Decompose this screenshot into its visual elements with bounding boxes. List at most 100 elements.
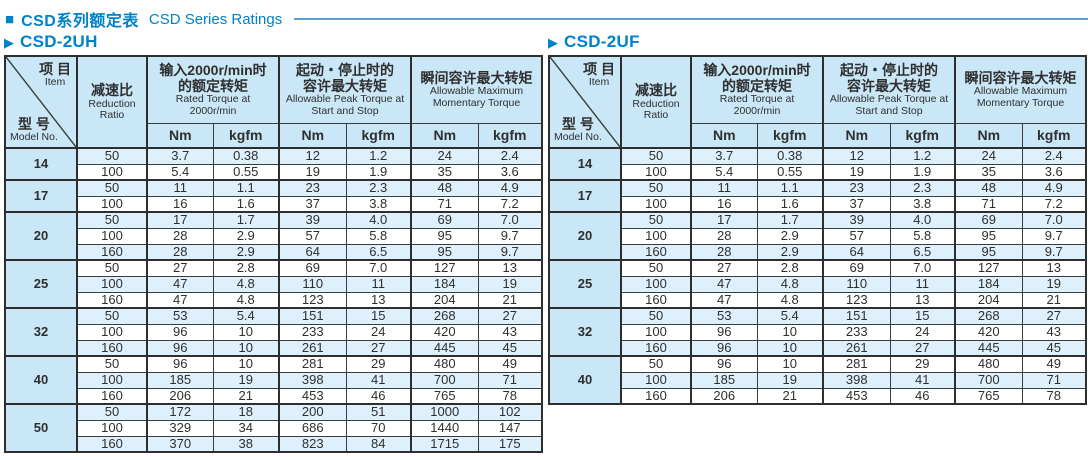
header-rated-cn: 输入2000r/min时 的额定转矩 — [159, 62, 267, 95]
unit-nm-peak: Nm — [822, 122, 891, 149]
torque-value-cell: 1.9 — [889, 163, 956, 181]
table-row: 100 16 1.6 37 3.8 71 7.2 — [5, 195, 543, 213]
torque-value-cell: 123 — [278, 291, 347, 309]
reduction-ratio-cell: 160 — [76, 291, 148, 309]
torque-value-cell: 37 — [822, 195, 891, 213]
torque-value-cell: 480 — [954, 355, 1023, 373]
torque-value-cell: 69 — [954, 211, 1023, 229]
torque-value-cell: 172 — [146, 403, 214, 421]
torque-value-cell: 29 — [889, 355, 956, 373]
reduction-ratio-cell: 100 — [76, 323, 148, 341]
header-peak-en: Allowable Peak Torque at Start and Stop — [285, 93, 405, 117]
torque-value-cell: 16 — [146, 195, 214, 213]
torque-value-cell: 3.6 — [477, 163, 543, 181]
header-item-en: Item — [588, 76, 610, 89]
torque-value-cell: 24 — [954, 147, 1023, 165]
header-momentary-cn: 瞬间容许最大转矩 — [420, 70, 533, 87]
torque-value-cell: 48 — [954, 179, 1023, 197]
torque-value-cell: 0.38 — [756, 147, 824, 165]
torque-value-cell: 184 — [954, 275, 1023, 293]
torque-value-cell: 1.6 — [756, 195, 824, 213]
header-momentary-en: Allowable Maximum Momentary Torque — [429, 85, 524, 109]
table-row: 100 185 19 398 41 700 71 — [5, 371, 543, 389]
torque-value-cell: 185 — [690, 371, 758, 389]
torque-value-cell: 34 — [212, 419, 280, 437]
torque-value-cell: 57 — [278, 227, 347, 245]
reduction-ratio-cell: 50 — [620, 179, 692, 197]
torque-value-cell: 21 — [756, 387, 824, 405]
torque-value-cell: 71 — [1021, 371, 1087, 389]
reduction-ratio-cell: 100 — [620, 163, 692, 181]
torque-value-cell: 3.7 — [690, 147, 758, 165]
torque-value-cell: 110 — [278, 275, 347, 293]
table-row: 100 185 19 398 41 700 71 — [549, 371, 1087, 389]
torque-value-cell: 24 — [345, 323, 412, 341]
torque-value-cell: 1.7 — [756, 211, 824, 229]
table-row: 40 50 96 10 281 29 480 49 — [4, 355, 543, 405]
ratings-section-csd-2uf: ▶ CSD-2UF 项 目 Item — [548, 32, 1087, 405]
reduction-ratio-cell: 160 — [620, 291, 692, 309]
torque-value-cell: 95 — [410, 243, 479, 261]
header-rated-en: Rated Torque at 2000r/min — [719, 93, 795, 117]
table-row: 100 96 10 233 24 420 43 — [549, 323, 1087, 341]
torque-value-cell: 7.0 — [1021, 211, 1087, 229]
torque-value-cell: 13 — [345, 291, 412, 309]
arrow-right-icon: ▶ — [548, 34, 558, 50]
torque-value-cell: 2.9 — [756, 227, 824, 245]
reduction-ratio-cell: 100 — [76, 163, 148, 181]
torque-value-cell: 6.5 — [345, 243, 412, 261]
corner-item-model-cell: 项 目 Item 型 号 Model No. — [548, 55, 622, 149]
torque-value-cell: 102 — [477, 403, 543, 421]
model-number-cell: 20 — [548, 211, 622, 261]
table-row: 100 16 1.6 37 3.8 71 7.2 — [549, 195, 1087, 213]
unit-kgfm-momentary: kgfm — [477, 122, 543, 149]
reduction-ratio-cell: 50 — [76, 147, 148, 165]
torque-value-cell: 27 — [146, 259, 214, 277]
torque-value-cell: 2.9 — [212, 243, 280, 261]
ratings-table-csd-2uf: 项 目 Item 型 号 Model No. 减速比 Reduction Rat… — [548, 55, 1087, 405]
reduction-ratio-cell: 100 — [620, 323, 692, 341]
torque-value-cell: 45 — [477, 339, 543, 357]
torque-value-cell: 64 — [822, 243, 891, 261]
torque-value-cell: 1715 — [410, 435, 479, 453]
torque-value-cell: 4.8 — [212, 275, 280, 293]
torque-value-cell: 15 — [889, 307, 956, 325]
table-row: 14 50 3.7 0.38 12 1.2 24 2.4 — [4, 147, 543, 181]
table-row: 32 50 53 5.4 151 15 268 27 — [548, 307, 1087, 357]
torque-value-cell: 2.9 — [212, 227, 280, 245]
torque-value-cell: 10 — [212, 355, 280, 373]
torque-value-cell: 185 — [146, 371, 214, 389]
torque-value-cell: 110 — [822, 275, 891, 293]
torque-value-cell: 2.3 — [345, 179, 412, 197]
header-item-en: Item — [44, 76, 66, 89]
torque-value-cell: 184 — [410, 275, 479, 293]
torque-value-cell: 5.8 — [889, 227, 956, 245]
header-momentary-torque: 瞬间容许最大转矩 Allowable Maximum Momentary Tor… — [410, 55, 543, 124]
torque-value-cell: 1.9 — [345, 163, 412, 181]
torque-value-cell: 1.7 — [212, 211, 280, 229]
square-bullet-icon: ■ — [5, 10, 15, 28]
torque-value-cell: 2.8 — [212, 259, 280, 277]
torque-value-cell: 370 — [146, 435, 214, 453]
torque-value-cell: 46 — [345, 387, 412, 405]
torque-value-cell: 53 — [146, 307, 214, 325]
torque-value-cell: 765 — [410, 387, 479, 405]
header-peak-torque: 起动・停止时的 容许最大转矩 Allowable Peak Torque at … — [822, 55, 956, 124]
unit-nm-rated: Nm — [690, 122, 758, 149]
model-number-cell: 32 — [548, 307, 622, 357]
section-label: ▶ CSD-2UF — [548, 32, 1085, 52]
table-row: 100 5.4 0.55 19 1.9 35 3.6 — [5, 163, 543, 181]
torque-value-cell: 0.55 — [756, 163, 824, 181]
reduction-ratio-cell: 50 — [76, 403, 148, 421]
reduction-ratio-cell: 100 — [76, 227, 148, 245]
torque-value-cell: 123 — [822, 291, 891, 309]
torque-value-cell: 1.1 — [756, 179, 824, 197]
torque-value-cell: 1440 — [410, 419, 479, 437]
table-row: 100 47 4.8 110 11 184 19 — [549, 275, 1087, 293]
torque-value-cell: 420 — [954, 323, 1023, 341]
diagonal-divider-line — [6, 57, 76, 147]
torque-value-cell: 27 — [690, 259, 758, 277]
torque-value-cell: 71 — [410, 195, 479, 213]
torque-value-cell: 19 — [1021, 275, 1087, 293]
torque-value-cell: 147 — [477, 419, 543, 437]
